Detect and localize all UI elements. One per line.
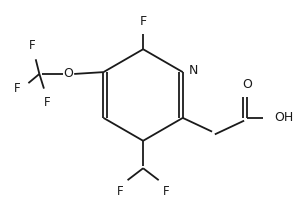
Text: O: O (242, 78, 252, 91)
Text: F: F (140, 15, 147, 28)
Text: F: F (29, 39, 35, 52)
Text: N: N (189, 64, 198, 77)
Text: F: F (163, 185, 169, 198)
Text: O: O (64, 68, 74, 80)
Text: F: F (43, 96, 50, 109)
Text: OH: OH (274, 111, 294, 124)
Text: F: F (117, 185, 124, 198)
Text: F: F (14, 82, 20, 95)
